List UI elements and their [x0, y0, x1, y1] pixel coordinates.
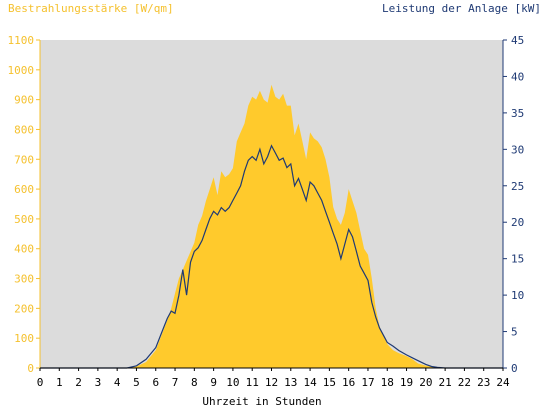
x-tick-label: 7: [172, 376, 179, 389]
x-axis-title: Uhrzeit in Stunden: [202, 395, 321, 408]
x-tick-label: 22: [458, 376, 471, 389]
x-tick-label: 4: [114, 376, 121, 389]
power-line: [40, 144, 503, 369]
x-tick-label: 16: [342, 376, 355, 389]
x-tick-label: 11: [246, 376, 259, 389]
x-tick-label: 19: [400, 376, 413, 389]
right-tick-label: 20: [511, 216, 524, 229]
left-tick-label: 200: [14, 302, 34, 315]
x-tick-label: 20: [419, 376, 432, 389]
x-tick-label: 3: [95, 376, 102, 389]
x-tick-label: 15: [323, 376, 336, 389]
left-tick-label: 300: [14, 273, 34, 286]
left-tick-label: 1000: [8, 64, 35, 77]
x-tick-label: 2: [75, 376, 82, 389]
x-tick-label: 23: [477, 376, 490, 389]
x-tick-label: 8: [191, 376, 198, 389]
left-tick-label: 900: [14, 94, 34, 107]
x-tick-label: 18: [381, 376, 394, 389]
right-tick-label: 40: [511, 70, 524, 83]
left-tick-label: 400: [14, 243, 34, 256]
power-line-layer: [40, 144, 503, 369]
left-tick-label: 0: [27, 362, 34, 375]
x-tick-label: 17: [361, 376, 374, 389]
right-axis-ticks: 0 5 10 15 20 25 30 35 40 45: [503, 34, 524, 375]
left-tick-label: 600: [14, 183, 34, 196]
x-tick-label: 5: [133, 376, 140, 389]
right-tick-label: 25: [511, 180, 524, 193]
x-tick-label: 0: [37, 376, 44, 389]
right-tick-label: 5: [511, 326, 518, 339]
x-tick-label: 13: [284, 376, 297, 389]
right-tick-label: 15: [511, 253, 524, 266]
x-tick-label: 6: [152, 376, 159, 389]
irradiance-area: [40, 84, 503, 368]
left-axis-title: Bestrahlungsstärke [W/qm]: [8, 2, 174, 15]
right-tick-label: 45: [511, 34, 524, 47]
x-tick-label: 24: [496, 376, 510, 389]
x-axis-ticks: 0 1 2 3 4 5 6 7 8 9 10 11 12 13 14 15 16 17 18 19 20 21 22 23 24: [37, 368, 510, 389]
left-tick-label: 100: [14, 332, 34, 345]
x-tick-label: 10: [226, 376, 239, 389]
left-tick-label: 1100: [8, 34, 35, 47]
right-tick-label: 0: [511, 362, 518, 375]
x-tick-label: 12: [265, 376, 278, 389]
x-tick-label: 21: [439, 376, 452, 389]
x-tick-label: 1: [56, 376, 63, 389]
left-tick-label: 500: [14, 213, 34, 226]
x-tick-label: 9: [210, 376, 217, 389]
irradiance-area-layer: [40, 84, 503, 368]
x-tick-label: 14: [303, 376, 317, 389]
right-tick-label: 10: [511, 289, 524, 302]
left-axis-ticks: 0 100 200 300 400 500 600 700 800 900 1000 1100: [8, 34, 40, 375]
left-tick-label: 700: [14, 153, 34, 166]
right-axis-title: Leistung der Anlage [kW]: [382, 2, 541, 15]
right-tick-label: 35: [511, 107, 524, 120]
right-tick-label: 30: [511, 143, 524, 156]
left-tick-label: 800: [14, 123, 34, 136]
